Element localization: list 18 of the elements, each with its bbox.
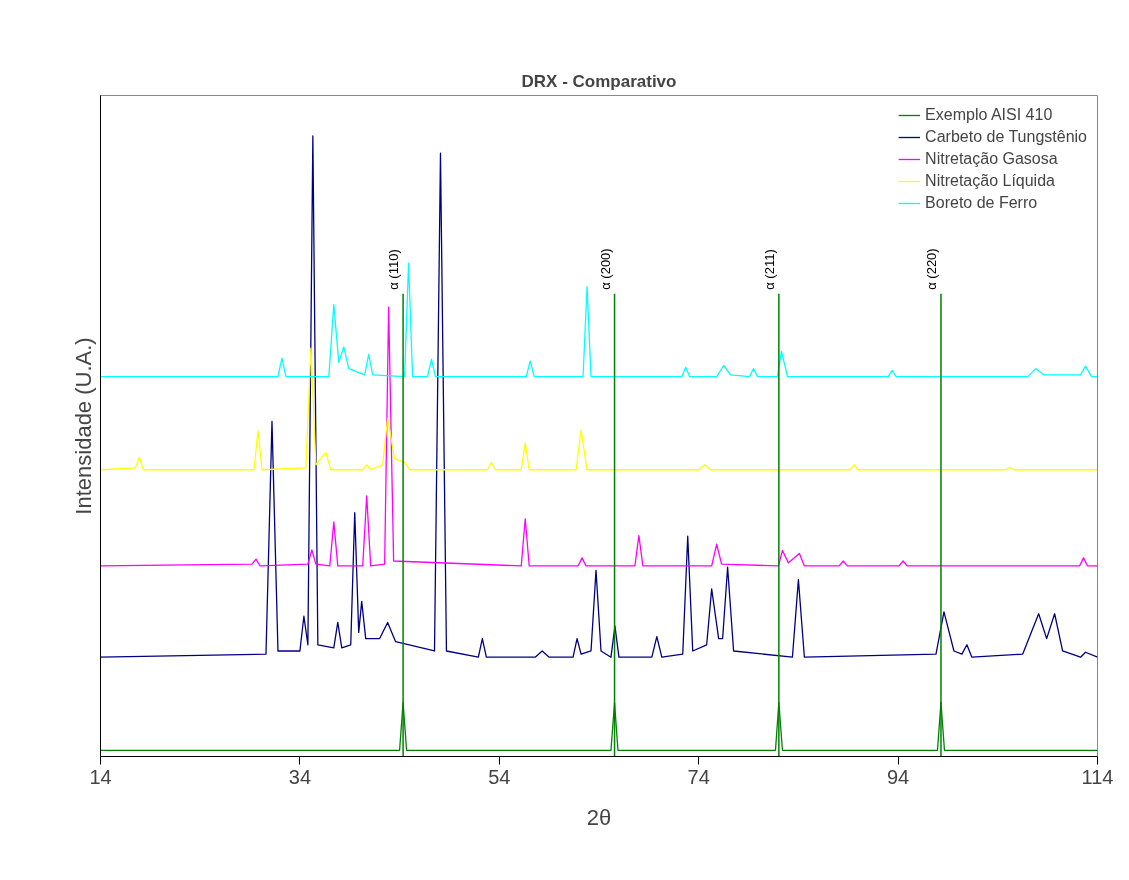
legend-label: Boreto de Ferro	[925, 193, 1038, 213]
legend-label: Nitretação Gasosa	[925, 149, 1058, 169]
legend-label: Nitretação Líquida	[925, 171, 1055, 191]
x-tick-label: 14	[89, 765, 112, 788]
ref-line-label: α (220)	[923, 248, 939, 290]
chart-title: DRX - Comparativo	[521, 71, 677, 91]
x-tick-label: 94	[886, 765, 910, 788]
ref-line-label: α (110)	[386, 249, 402, 290]
ref-line-label: α (200)	[597, 248, 613, 290]
ref-line-label: α (211)	[761, 249, 777, 290]
legend-label: Carbeto de Tungstênio	[925, 127, 1087, 147]
x-axis-title: 2θ	[586, 804, 612, 830]
y-axis-title: Intensidade (U.A.)	[70, 337, 96, 515]
x-tick-label: 34	[288, 765, 312, 788]
x-tick-label: 74	[687, 765, 710, 788]
legend-label: Exemplo AISI 410	[925, 105, 1053, 125]
x-tick-label: 114	[1081, 765, 1114, 788]
x-tick-label: 54	[488, 765, 511, 788]
